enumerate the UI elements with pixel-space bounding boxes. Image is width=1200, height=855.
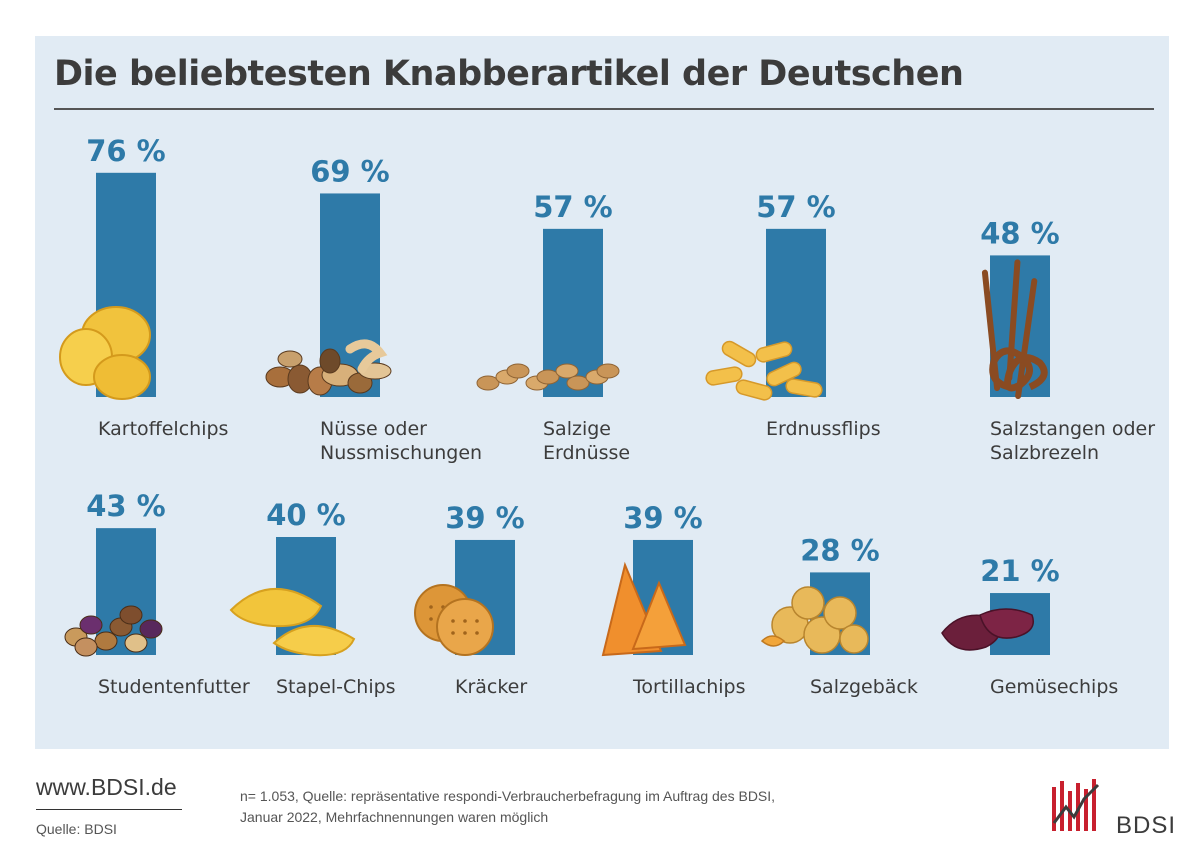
source-text: Quelle: BDSI [36,821,117,837]
pretzel-sticks-icon [981,259,1048,400]
vegetable-chips-icon [941,608,1034,651]
value-label: 69 % [310,154,390,188]
survey-note: n= 1.053, Quelle: repräsentative respond… [240,786,860,828]
footer-divider [36,809,182,810]
category-label: Nüsse oder Nussmischungen [320,418,482,464]
trail-mix-icon [64,605,163,657]
value-label: 76 % [86,134,166,168]
potato-chips-icon [59,306,151,400]
category-label: Kartoffelchips [98,418,228,440]
crackers-icon [414,584,494,656]
category-label: Kräcker [455,676,527,698]
value-label: 39 % [445,501,525,535]
value-label: 40 % [266,498,346,532]
value-label: 28 % [800,533,880,567]
salty-snacks-icon [760,586,869,654]
page-title: Die beliebtesten Knabberartikel der Deut… [54,54,964,94]
value-label: 21 % [980,554,1060,588]
value-label: 57 % [756,190,836,224]
value-label: 43 % [86,489,166,523]
bdsi-logo-icon [1052,779,1100,831]
category-label: Gemüsechips [990,676,1118,698]
peanut-flips-icon [705,340,823,401]
tortilla-chips-icon [601,561,687,657]
category-label: Stapel-Chips [276,676,396,698]
category-label: Salzstangen oder Salzbrezeln [990,418,1155,464]
mixed-nuts-icon [265,339,392,396]
website-link[interactable]: www.BDSI.de [36,774,177,800]
value-label: 48 % [980,216,1060,250]
value-label: 57 % [533,190,613,224]
category-label: Salzige Erdnüsse [543,418,630,464]
category-label: Erdnussflips [766,418,881,440]
category-label: Tortillachips [632,676,745,698]
category-label: Salzgebäck [810,676,918,698]
value-label: 39 % [623,501,703,535]
title-divider [54,108,1154,110]
peanuts-icon [476,363,620,391]
brand-name: BDSI [1116,812,1177,839]
survey-note-line: Januar 2022, Mehrfachnennungen waren mög… [240,809,549,825]
stacked-chips-icon [229,587,356,657]
category-label: Studentenfutter [98,676,250,698]
survey-note-line: n= 1.053, Quelle: repräsentative respond… [240,788,776,804]
